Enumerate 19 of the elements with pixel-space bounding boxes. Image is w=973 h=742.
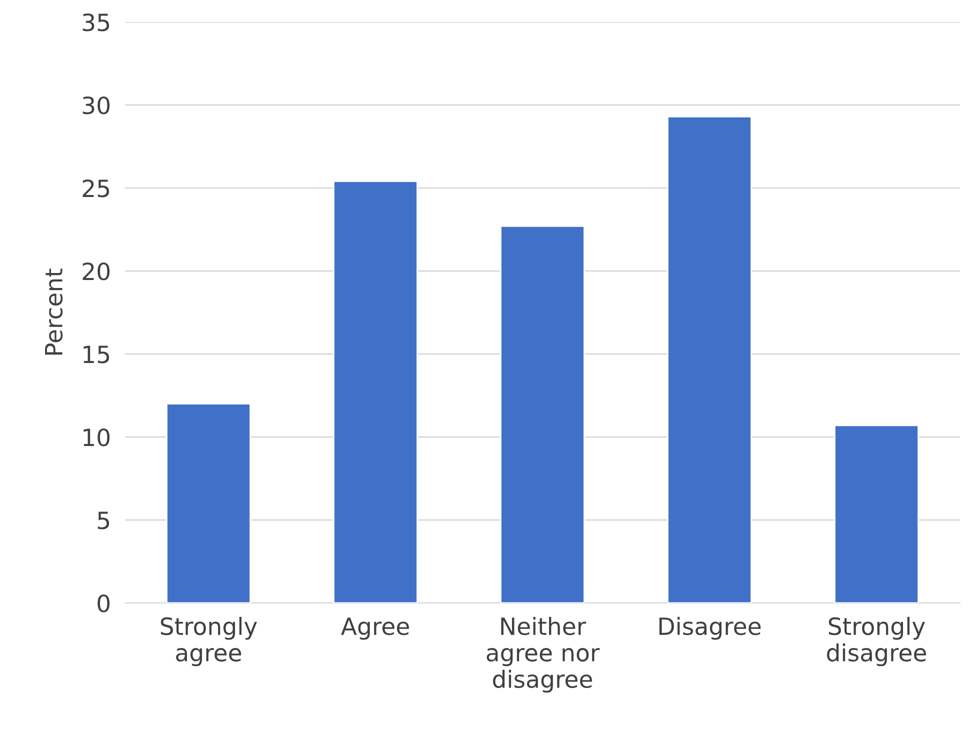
bar: [333, 180, 418, 603]
y-tick-label: 10: [84, 428, 110, 446]
bar: [500, 225, 585, 603]
x-tick-label: Strongly agree: [160, 616, 257, 666]
y-tick-label: 0: [98, 594, 110, 612]
y-tick-label: 30: [82, 96, 110, 114]
y-tick-label: 25: [82, 179, 110, 198]
y-tick-label: 20: [82, 262, 110, 280]
y-axis-title: Percent: [45, 268, 63, 355]
x-tick-label: Neither agree nor disagree: [486, 616, 600, 693]
y-tick-label: 35: [82, 13, 110, 32]
bar: [834, 424, 919, 603]
x-tick-label: Agree: [341, 618, 409, 640]
x-tick-label: Strongly disagree: [827, 616, 926, 666]
y-tick-label: 15: [84, 346, 110, 364]
y-tick-label: 5: [98, 512, 110, 530]
bar: [166, 403, 251, 603]
x-tick-label: Disagree: [659, 616, 761, 640]
bar: [667, 116, 752, 603]
